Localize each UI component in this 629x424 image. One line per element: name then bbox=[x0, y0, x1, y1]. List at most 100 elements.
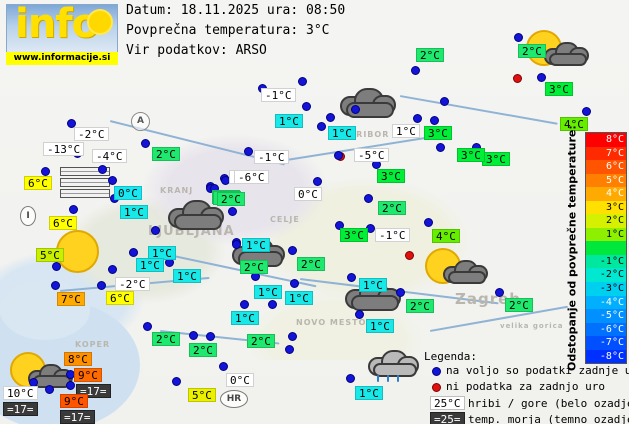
station-temperature-chip[interactable]: 1°C bbox=[242, 238, 270, 252]
station-temperature-chip[interactable]: 1°C bbox=[275, 114, 303, 128]
station-dot[interactable] bbox=[317, 122, 326, 131]
station-dot[interactable] bbox=[69, 205, 78, 214]
station-dot[interactable] bbox=[495, 288, 504, 297]
station-temperature-chip[interactable]: 3°C bbox=[545, 82, 573, 96]
station-temperature-chip[interactable]: 0°C bbox=[294, 187, 322, 201]
station-temperature-chip[interactable]: 1°C bbox=[328, 126, 356, 140]
station-temperature-chip[interactable]: 5°C bbox=[36, 248, 64, 262]
station-dot[interactable] bbox=[108, 176, 117, 185]
station-temperature-chip[interactable]: -2°C bbox=[115, 277, 150, 291]
station-temperature-chip[interactable]: 1°C bbox=[392, 124, 420, 138]
station-temperature-chip[interactable]: 1°C bbox=[120, 205, 148, 219]
station-dot[interactable] bbox=[355, 310, 364, 319]
station-dot[interactable] bbox=[514, 33, 523, 42]
station-temperature-chip[interactable]: -6°C bbox=[234, 170, 269, 184]
station-dot[interactable] bbox=[288, 246, 297, 255]
station-dot[interactable] bbox=[537, 73, 546, 82]
station-temperature-chip[interactable]: 2°C bbox=[416, 48, 444, 62]
station-temperature-chip[interactable]: 2°C bbox=[189, 343, 217, 357]
station-dot-nodata[interactable] bbox=[405, 251, 414, 260]
station-dot[interactable] bbox=[334, 151, 343, 160]
station-temperature-chip[interactable]: 3°C bbox=[377, 169, 405, 183]
station-temperature-chip[interactable]: 2°C bbox=[152, 147, 180, 161]
station-dot[interactable] bbox=[228, 207, 237, 216]
station-temperature-chip[interactable]: -5°C bbox=[354, 148, 389, 162]
station-dot[interactable] bbox=[141, 139, 150, 148]
station-dot[interactable] bbox=[268, 300, 277, 309]
station-temperature-chip[interactable]: 3°C bbox=[340, 228, 368, 242]
station-temperature-chip[interactable]: 2°C bbox=[152, 332, 180, 346]
station-dot[interactable] bbox=[430, 116, 439, 125]
station-dot[interactable] bbox=[290, 279, 299, 288]
station-dot[interactable] bbox=[108, 265, 117, 274]
station-dot[interactable] bbox=[285, 345, 294, 354]
station-dot[interactable] bbox=[440, 97, 449, 106]
station-temperature-chip[interactable]: 1°C bbox=[254, 285, 282, 299]
station-temperature-chip[interactable]: 9°C bbox=[74, 368, 102, 382]
station-dot[interactable] bbox=[45, 385, 54, 394]
station-temperature-chip[interactable]: 8°C bbox=[64, 352, 92, 366]
station-dot[interactable] bbox=[302, 102, 311, 111]
station-dot[interactable] bbox=[351, 105, 360, 114]
sea-temperature-chip[interactable]: =17= bbox=[3, 402, 38, 416]
station-temperature-chip[interactable]: -1°C bbox=[261, 88, 296, 102]
station-temperature-chip[interactable]: 3°C bbox=[457, 148, 485, 162]
station-dot[interactable] bbox=[67, 119, 76, 128]
station-temperature-chip[interactable]: 0°C bbox=[114, 186, 142, 200]
station-temperature-chip[interactable]: 2°C bbox=[297, 257, 325, 271]
station-dot[interactable] bbox=[298, 77, 307, 86]
station-temperature-chip[interactable]: -2°C bbox=[74, 127, 109, 141]
station-dot[interactable] bbox=[51, 281, 60, 290]
station-temperature-chip[interactable]: 9°C bbox=[60, 394, 88, 408]
station-dot[interactable] bbox=[206, 332, 215, 341]
station-temperature-chip[interactable]: 2°C bbox=[217, 192, 245, 206]
station-temperature-chip[interactable]: -1°C bbox=[254, 150, 289, 164]
station-temperature-chip[interactable]: 3°C bbox=[424, 126, 452, 140]
station-temperature-chip[interactable]: 10°C bbox=[3, 386, 38, 400]
station-temperature-chip[interactable]: 1°C bbox=[136, 258, 164, 272]
station-dot[interactable] bbox=[97, 281, 106, 290]
station-temperature-chip[interactable]: 2°C bbox=[518, 44, 546, 58]
station-temperature-chip[interactable]: 1°C bbox=[359, 278, 387, 292]
station-dot[interactable] bbox=[582, 107, 591, 116]
station-temperature-chip[interactable]: -13°C bbox=[43, 142, 85, 156]
station-temperature-chip[interactable]: 2°C bbox=[240, 260, 268, 274]
station-dot[interactable] bbox=[219, 362, 228, 371]
station-temperature-chip[interactable]: 1°C bbox=[148, 246, 176, 260]
station-temperature-chip[interactable]: 3°C bbox=[482, 152, 510, 166]
station-dot[interactable] bbox=[232, 240, 241, 249]
station-dot[interactable] bbox=[364, 194, 373, 203]
station-temperature-chip[interactable]: 1°C bbox=[231, 311, 259, 325]
station-dot[interactable] bbox=[244, 147, 253, 156]
station-temperature-chip[interactable]: 7°C bbox=[57, 292, 85, 306]
station-temperature-chip[interactable]: 6°C bbox=[106, 291, 134, 305]
station-temperature-chip[interactable]: 0°C bbox=[226, 373, 254, 387]
station-dot[interactable] bbox=[52, 262, 61, 271]
station-dot[interactable] bbox=[413, 114, 422, 123]
station-dot[interactable] bbox=[98, 165, 107, 174]
station-temperature-chip[interactable]: 2°C bbox=[378, 201, 406, 215]
station-dot[interactable] bbox=[411, 66, 420, 75]
station-dot[interactable] bbox=[151, 226, 160, 235]
station-temperature-chip[interactable]: -1°C bbox=[375, 228, 410, 242]
station-dot[interactable] bbox=[346, 374, 355, 383]
station-temperature-chip[interactable]: 1°C bbox=[173, 269, 201, 283]
station-temperature-chip[interactable]: 4°C bbox=[432, 229, 460, 243]
station-temperature-chip[interactable]: 1°C bbox=[366, 319, 394, 333]
station-dot[interactable] bbox=[189, 331, 198, 340]
station-dot-nodata[interactable] bbox=[513, 74, 522, 83]
station-temperature-chip[interactable]: 5°C bbox=[188, 388, 216, 402]
station-dot[interactable] bbox=[436, 143, 445, 152]
station-dot[interactable] bbox=[66, 381, 75, 390]
site-logo[interactable]: info bbox=[6, 1, 118, 54]
station-temperature-chip[interactable]: -4°C bbox=[92, 149, 127, 163]
station-temperature-chip[interactable]: 1°C bbox=[285, 291, 313, 305]
station-dot[interactable] bbox=[41, 167, 50, 176]
station-dot[interactable] bbox=[129, 248, 138, 257]
station-temperature-chip[interactable]: 2°C bbox=[505, 298, 533, 312]
station-dot[interactable] bbox=[347, 273, 356, 282]
station-dot[interactable] bbox=[288, 332, 297, 341]
station-dot[interactable] bbox=[172, 377, 181, 386]
station-temperature-chip[interactable]: 2°C bbox=[247, 334, 275, 348]
station-temperature-chip[interactable]: 6°C bbox=[24, 176, 52, 190]
